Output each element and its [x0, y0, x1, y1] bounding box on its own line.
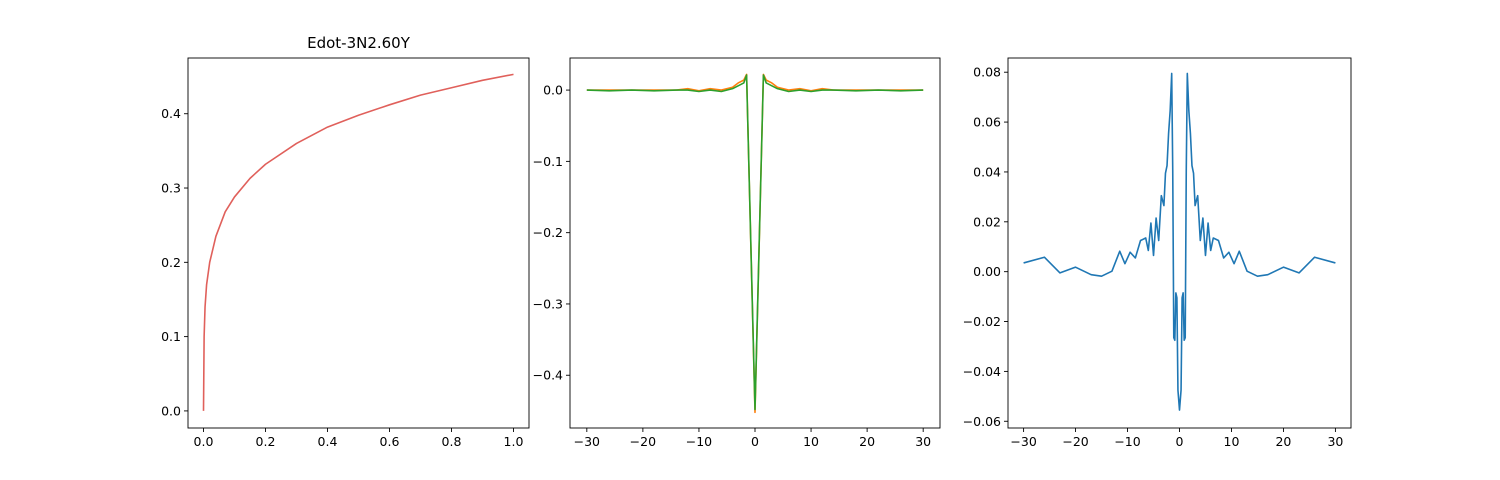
x-tick-label: −30	[1010, 434, 1036, 449]
x-tick-label: 20	[859, 434, 875, 449]
y-tick-label: −0.06	[963, 414, 1001, 429]
x-tick-label: −20	[1062, 434, 1088, 449]
x-tick-label: 0.4	[318, 434, 338, 449]
x-tick-label: −10	[686, 434, 712, 449]
y-tick-label: −0.04	[963, 364, 1001, 379]
x-tick-label: 30	[1327, 434, 1343, 449]
x-tick-label: 0.2	[256, 434, 276, 449]
y-tick-label: 0.4	[161, 106, 181, 121]
y-tick-label: 0.04	[973, 164, 1001, 179]
y-tick-label: 0.08	[973, 65, 1001, 80]
y-tick-label: 0.06	[973, 115, 1001, 130]
y-tick-label: 0.3	[161, 181, 181, 196]
x-tick-label: 0	[751, 434, 759, 449]
y-tick-label: 0.0	[543, 83, 563, 98]
plot-panel-right: −30 −20 −10 0 10 20 30 0.08 0.06 0.04 0.02 0.00 −0.0…	[963, 57, 1352, 449]
x-tick-label: 1.0	[504, 434, 524, 449]
y-tick-label: 0.2	[161, 255, 181, 270]
y-tick-label: 0.00	[973, 264, 1001, 279]
y-tick-label: 0.0	[161, 403, 181, 418]
chart-title: Edot-3N2.60Y	[307, 34, 411, 52]
plot-panel-middle: −30 −20 −10 0 10 20 30 0.0 −0.1 −0.2 −0.3 −0.4	[533, 57, 941, 449]
y-tick-label: −0.3	[533, 296, 563, 311]
x-tick-label: 0.0	[194, 434, 214, 449]
y-tick-label: −0.2	[533, 225, 563, 240]
y-tick-label: 0.02	[973, 214, 1001, 229]
series-line-0	[202, 73, 514, 411]
x-tick-label: 0.6	[380, 434, 400, 449]
y-tick-label: −0.02	[963, 314, 1001, 329]
axes-frame	[569, 57, 941, 429]
x-tick-label: 0.8	[442, 434, 462, 449]
x-tick-label: −20	[630, 434, 656, 449]
series-line-0	[1023, 72, 1336, 411]
x-tick-label: 10	[1224, 434, 1240, 449]
x-tick-label: −10	[1114, 434, 1140, 449]
x-tick-label: 30	[915, 434, 931, 449]
series-line-1	[586, 74, 924, 411]
x-tick-label: 0	[1176, 434, 1184, 449]
y-tick-label: −0.4	[533, 368, 563, 383]
plot-panel-left: 0.0 0.2 0.4 0.6 0.8 1.0 0.0 0.1 0.2 0.3 0.4 Edot-3N…	[161, 34, 530, 449]
x-tick-label: 10	[803, 434, 819, 449]
axes-frame	[1007, 57, 1352, 429]
x-tick-label: −30	[574, 434, 600, 449]
y-tick-label: 0.1	[161, 329, 181, 344]
series-line-0	[586, 73, 924, 414]
axes-frame	[187, 57, 530, 429]
x-tick-label: 20	[1275, 434, 1291, 449]
y-tick-label: −0.1	[533, 154, 563, 169]
